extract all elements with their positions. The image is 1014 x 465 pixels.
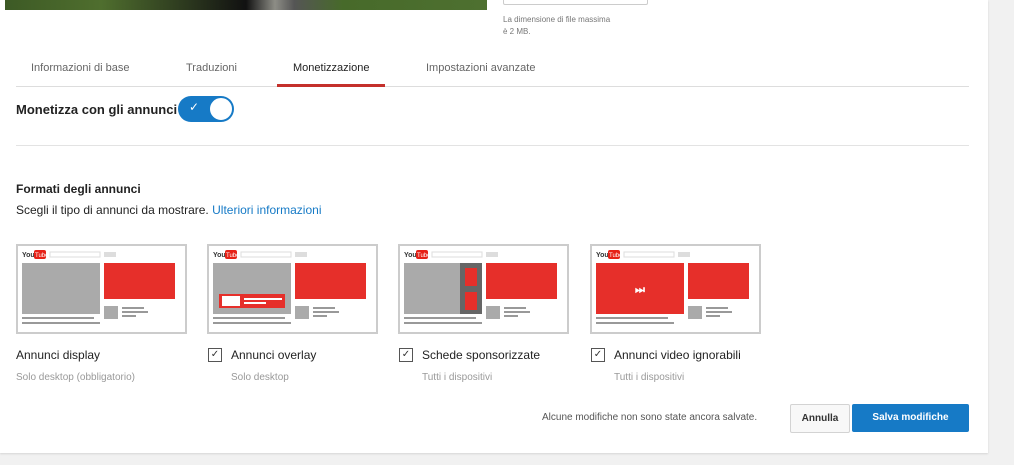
ad-format-label: Schede sponsorizzate — [422, 348, 541, 362]
svg-text:You: You — [213, 252, 226, 259]
ad-format-checkbox-overlay[interactable]: ✓ — [208, 348, 222, 362]
ad-format-label: Annunci overlay — [231, 348, 317, 362]
ad-format-thumbnail-skippable[interactable]: You Tube ⏭ — [590, 244, 761, 334]
ad-formats-description: Scegli il tipo di annunci da mostrare. U… — [16, 203, 322, 217]
youtube-logo-icon: You Tube — [596, 250, 623, 259]
check-icon: ✓ — [189, 100, 200, 114]
svg-text:You: You — [404, 252, 417, 259]
monetize-label: Monetizza con gli annunci — [16, 102, 178, 117]
ad-formats-title: Formati degli annunci — [16, 182, 141, 196]
ad-format-thumbnail-display[interactable]: You Tube — [16, 244, 187, 334]
upload-thumbnail-button[interactable] — [503, 0, 648, 5]
youtube-logo-icon: You Tube — [213, 250, 240, 259]
unsaved-changes-text: Alcune modifiche non sono state ancora s… — [542, 412, 758, 423]
save-button[interactable]: Salva modifiche — [852, 404, 969, 432]
svg-text:Tube: Tube — [609, 253, 623, 259]
tab-bar: Informazioni di base Traduzioni Monetizz… — [16, 56, 969, 87]
ad-format-devices: Solo desktop — [231, 372, 289, 383]
svg-text:⏭: ⏭ — [635, 283, 645, 296]
ad-format-checkbox-skippable[interactable]: ✓ — [591, 348, 605, 362]
svg-text:Tube: Tube — [226, 253, 240, 259]
tab-advanced-settings[interactable]: Impostazioni avanzate — [426, 62, 536, 74]
toggle-knob — [209, 97, 233, 121]
svg-text:Tube: Tube — [417, 253, 431, 259]
ad-format-label: Annunci video ignorabili — [614, 348, 741, 362]
ad-format-devices: Tutti i dispositivi — [422, 372, 493, 383]
cancel-button[interactable]: Annulla — [790, 404, 850, 433]
ad-format-devices: Tutti i dispositivi — [614, 372, 685, 383]
ad-format-thumbnail-sponsored[interactable]: You Tube — [398, 244, 569, 334]
youtube-logo-icon: You Tube — [22, 250, 49, 259]
file-size-note: La dimensione di file massima è 2 MB. — [503, 15, 611, 36]
tab-monetization[interactable]: Monetizzazione — [276, 62, 386, 87]
svg-text:Tube: Tube — [35, 253, 49, 259]
learn-more-link[interactable]: Ulteriori informazioni — [212, 203, 322, 217]
tab-translations[interactable]: Traduzioni — [186, 62, 237, 74]
tab-basic-info[interactable]: Informazioni di base — [31, 62, 130, 74]
ad-format-label: Annunci display — [16, 348, 101, 362]
ad-format-devices: Solo desktop (obbligatorio) — [16, 372, 135, 383]
svg-text:You: You — [596, 252, 609, 259]
ad-format-thumbnail-overlay[interactable]: You Tube — [207, 244, 378, 334]
thumbnail-image — [5, 0, 487, 10]
video-details-card: La dimensione di file massima è 2 MB. In… — [0, 0, 988, 453]
youtube-logo-icon: You Tube — [404, 250, 431, 259]
ad-format-checkbox-sponsored[interactable]: ✓ — [399, 348, 413, 362]
divider — [16, 145, 969, 146]
monetize-toggle[interactable]: ✓ — [178, 96, 234, 122]
svg-text:You: You — [22, 252, 35, 259]
